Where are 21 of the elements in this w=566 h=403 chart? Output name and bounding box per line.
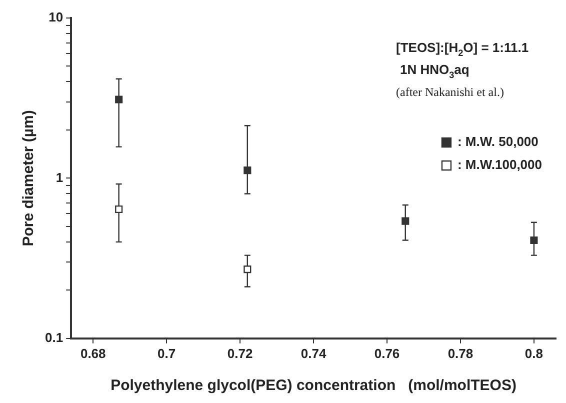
x-tick-label: 0.8 xyxy=(524,346,543,361)
y-axis-title: Pore diameter (µm) xyxy=(20,110,38,246)
point xyxy=(244,266,252,274)
x-axis-title: Polyethylene glycol(PEG) concentration (mol/molTEOS) xyxy=(110,377,516,394)
legend-label: : M.W.100,000 xyxy=(457,157,542,172)
x-tick-label: 0.78 xyxy=(448,346,474,361)
y-tick-label: 1 xyxy=(56,170,64,185)
point xyxy=(402,217,410,225)
point xyxy=(115,96,123,104)
y-tick-label: 10 xyxy=(48,10,64,25)
x-tick-label: 0.68 xyxy=(80,346,106,361)
y-tick-label: 0.1 xyxy=(44,330,64,345)
x-tick-label: 0.72 xyxy=(227,346,253,361)
x-tick-label: 0.76 xyxy=(374,346,400,361)
point xyxy=(244,166,252,174)
legend-label: : M.W. 50,000 xyxy=(457,134,538,150)
x-tick-label: 0.74 xyxy=(300,346,327,361)
point xyxy=(530,236,538,244)
x-tick-label: 0.7 xyxy=(158,346,176,361)
point xyxy=(115,205,123,214)
annotation: (after Nakanishi et al.) xyxy=(396,85,504,99)
